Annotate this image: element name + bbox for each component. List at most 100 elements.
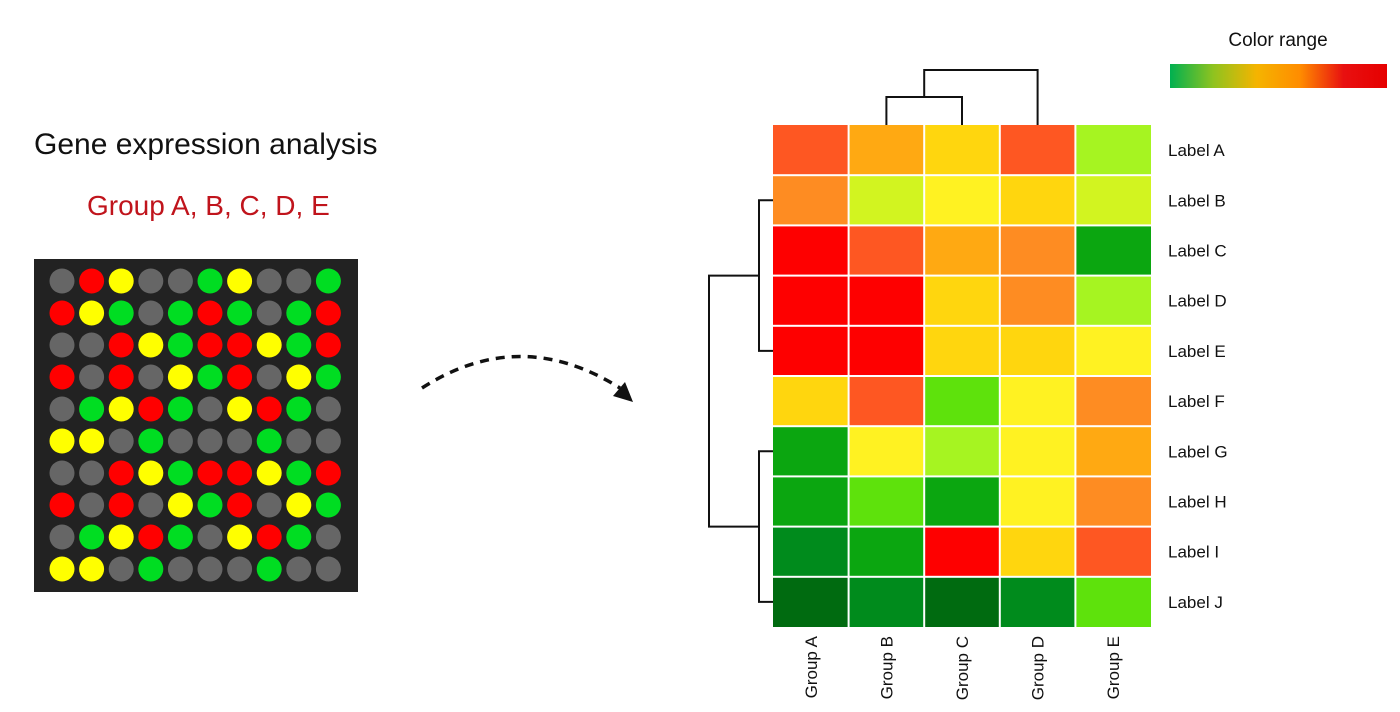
heatmap-cell — [849, 577, 924, 627]
microarray-dot — [49, 524, 75, 550]
microarray-dot — [286, 428, 312, 454]
heatmap-cell — [1000, 276, 1075, 325]
microarray-dot — [256, 300, 282, 326]
microarray-dot — [256, 556, 282, 582]
microarray-dot — [138, 460, 164, 486]
heatmap-cell — [1076, 527, 1151, 576]
heatmap-cell — [1000, 427, 1075, 476]
row-label: Label I — [1168, 543, 1219, 562]
microarray-dot — [286, 460, 312, 486]
microarray-dot — [49, 364, 75, 390]
microarray-dot — [79, 524, 105, 550]
microarray-dot — [49, 460, 75, 486]
microarray-dot — [79, 300, 105, 326]
microarray-dot — [167, 364, 193, 390]
heatmap-cell — [1000, 377, 1075, 426]
microarray-dot — [49, 332, 75, 358]
microarray-dot — [167, 332, 193, 358]
microarray-dot — [108, 332, 134, 358]
microarray-dot — [167, 300, 193, 326]
microarray-dot — [286, 396, 312, 422]
heatmap-cell — [925, 527, 999, 576]
microarray-dot — [108, 524, 134, 550]
microarray-dot — [227, 460, 253, 486]
microarray-dot — [108, 428, 134, 454]
row-label: Label J — [1168, 593, 1223, 612]
microarray-dot — [256, 364, 282, 390]
microarray-dot — [108, 396, 134, 422]
microarray-dot — [108, 268, 134, 294]
microarray-dot — [108, 300, 134, 326]
row-label: Label A — [1168, 141, 1225, 160]
microarray-dot — [315, 396, 341, 422]
heatmap-cell — [773, 226, 848, 275]
heatmap-cell — [849, 276, 924, 325]
heatmap-cell — [849, 527, 924, 576]
microarray-dot — [197, 396, 223, 422]
microarray-dot — [286, 556, 312, 582]
heatmap-cell — [849, 477, 924, 526]
heatmap-cell — [1000, 226, 1075, 275]
microarray-dot — [227, 556, 253, 582]
microarray-dot — [256, 332, 282, 358]
row-label: Label B — [1168, 191, 1226, 210]
microarray-dot — [79, 460, 105, 486]
microarray-dot — [227, 364, 253, 390]
microarray-dot — [256, 460, 282, 486]
microarray-dot — [79, 396, 105, 422]
microarray-dot — [197, 268, 223, 294]
row-label: Label F — [1168, 392, 1225, 411]
microarray-dot — [315, 364, 341, 390]
left-title: Gene expression analysis — [34, 128, 378, 161]
microarray-dot — [256, 268, 282, 294]
microarray-dot — [49, 556, 75, 582]
microarray-dot — [315, 524, 341, 550]
microarray-dot — [286, 524, 312, 550]
microarray-dot — [256, 428, 282, 454]
microarray-dot — [138, 300, 164, 326]
microarray-dot — [138, 556, 164, 582]
microarray-dot — [79, 556, 105, 582]
heatmap-cell — [773, 377, 848, 426]
heatmap-cell — [1076, 577, 1151, 627]
microarray-dot — [227, 492, 253, 518]
microarray-dot — [197, 300, 223, 326]
heatmap-cell — [925, 326, 999, 375]
microarray-dot — [227, 300, 253, 326]
microarray-dot — [227, 524, 253, 550]
microarray-dot — [227, 428, 253, 454]
microarray-dot — [138, 492, 164, 518]
heatmap-cell — [925, 176, 999, 225]
microarray-dot — [256, 396, 282, 422]
heatmap-cell — [925, 427, 999, 476]
microarray-dot — [315, 300, 341, 326]
legend-title: Color range — [1228, 30, 1328, 51]
column-label: Group E — [1104, 636, 1123, 699]
heatmap-cell — [1076, 226, 1151, 275]
row-dendrogram-link — [758, 199, 773, 352]
microarray-dot — [315, 332, 341, 358]
microarray-dot — [49, 428, 75, 454]
microarray-dot — [108, 364, 134, 390]
microarray-dot — [197, 428, 223, 454]
microarray-dot — [79, 492, 105, 518]
column-label: Group B — [877, 636, 896, 699]
row-label: Label D — [1168, 292, 1227, 311]
heatmap-cell — [1076, 276, 1151, 325]
microarray-dot — [197, 460, 223, 486]
legend-gradient-bar — [1170, 64, 1387, 88]
left-subtitle: Group A, B, C, D, E — [87, 190, 330, 221]
microarray-dot — [108, 460, 134, 486]
column-dendrogram-link — [923, 69, 1039, 125]
row-dendrogram-link — [708, 274, 759, 528]
heatmap-cell — [849, 226, 924, 275]
microarray-dot — [138, 524, 164, 550]
microarray-dot — [315, 460, 341, 486]
heatmap-cell — [773, 427, 848, 476]
microarray-dot — [79, 428, 105, 454]
transform-arrow — [421, 354, 633, 402]
heatmap-cell — [925, 477, 999, 526]
column-dendrogram-link — [885, 96, 963, 125]
microarray-dot — [167, 460, 193, 486]
